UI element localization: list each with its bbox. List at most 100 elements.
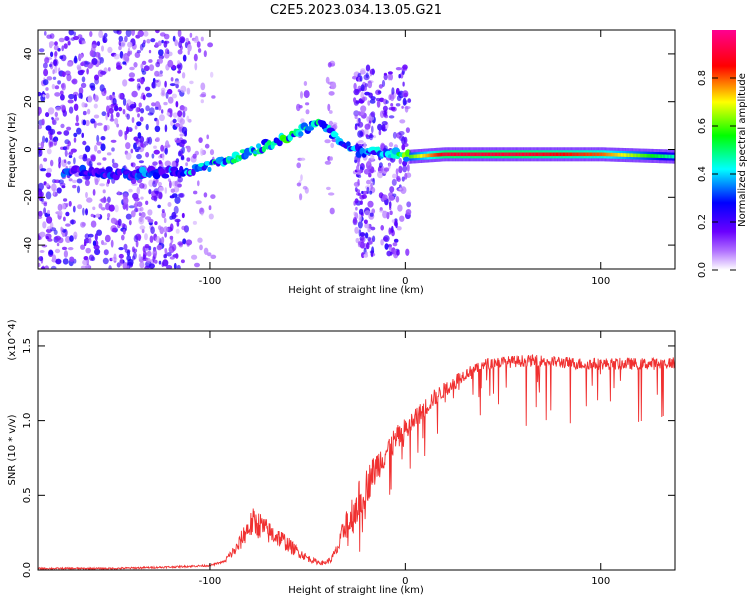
- spectrogram-band-core: [642, 153, 645, 158]
- spectrogram-noise-blob: [82, 207, 85, 216]
- spectrogram-noise-blob: [47, 209, 50, 215]
- spectrogram-noise-blob: [116, 262, 121, 268]
- spectrogram-noise-blob: [181, 212, 185, 219]
- spectrogram-band-core: [410, 154, 413, 159]
- spectrogram-noise-blob: [45, 125, 52, 131]
- spectrogram-band-core: [526, 152, 529, 157]
- spectrogram-noise-blob: [353, 110, 360, 117]
- spectrogram-noise-blob: [388, 195, 395, 201]
- spectrogram-noise-blob: [359, 194, 365, 200]
- spectrogram-noise-blob: [90, 118, 96, 124]
- spectrogram-noise-blob: [174, 39, 178, 47]
- spectrogram-band-core: [562, 152, 565, 157]
- spectrogram-band-core: [476, 152, 479, 157]
- spectrogram-noise-blob: [372, 177, 376, 186]
- spectrogram-band-core: [615, 153, 618, 157]
- spectrogram-noise-blob: [123, 243, 128, 251]
- spectrogram-noise-blob: [370, 250, 374, 258]
- spectrogram-noise-blob: [46, 216, 53, 224]
- spectrogram-band-core: [497, 152, 500, 157]
- spectrogram-noise-blob: [108, 204, 115, 212]
- spectrogram-noise-blob: [122, 61, 127, 65]
- spectrogram-noise-blob: [45, 112, 50, 118]
- spectrogram-noise-blob: [388, 163, 391, 169]
- spectrogram-noise-blob: [83, 241, 87, 247]
- spectrogram-noise-blob: [326, 186, 331, 191]
- spectrogram-noise-blob: [382, 210, 388, 219]
- spectrogram-noise-blob: [131, 90, 138, 98]
- spectrogram-band-core: [452, 152, 455, 157]
- spectrogram-noise-blob: [113, 53, 120, 60]
- spectrogram-noise-blob: [125, 142, 131, 150]
- spectrogram-noise-blob: [179, 118, 185, 125]
- snr-plot-area: [38, 331, 675, 570]
- spectrogram-band-core: [607, 152, 610, 157]
- spectrogram-noise-blob: [51, 83, 56, 90]
- spectrogram-noise-blob: [183, 131, 187, 137]
- spectrogram-noise-blob: [380, 239, 384, 246]
- spectrogram-noise-blob: [48, 41, 55, 47]
- spectrogram-band-core: [432, 153, 435, 157]
- spectrogram-noise-blob: [148, 179, 154, 187]
- spectrogram-noise-blob: [73, 35, 80, 41]
- spectrogram-noise-blob: [176, 264, 181, 269]
- spectrogram-noise-blob: [118, 106, 123, 112]
- spectrogram-noise-blob: [40, 168, 47, 172]
- spectrogram-noise-blob: [370, 111, 376, 118]
- spectrogram-noise-blob: [92, 189, 96, 196]
- spectrogram-band-core: [581, 152, 584, 157]
- spectrogram-band-core: [505, 152, 508, 157]
- spectrogram-noise-blob: [365, 64, 371, 72]
- spectrogram-noise-blob: [197, 237, 203, 243]
- spectrogram-noise-blob: [65, 203, 69, 208]
- spectrogram-band-core: [560, 152, 563, 157]
- spectrogram-noise-blob: [94, 144, 98, 152]
- spectrogram-noise-blob: [353, 97, 357, 103]
- spectrogram-band-core: [599, 152, 602, 157]
- spectrogram-noise-blob: [136, 146, 141, 150]
- spectrogram-noise-blob: [38, 215, 43, 219]
- spectrogram-noise-blob: [175, 83, 179, 89]
- spectrogram-noise-blob: [353, 181, 360, 187]
- spectrogram-noise-blob: [49, 61, 54, 70]
- spectrogram-noise-blob: [148, 189, 152, 195]
- spectrogram-noise-blob: [63, 130, 70, 136]
- spectrogram-noise-blob: [367, 200, 374, 208]
- spectrogram-noise-blob: [99, 183, 105, 187]
- spectrogram-noise-blob: [177, 241, 184, 246]
- x-tick-label: -100: [199, 576, 222, 587]
- spectrogram-noise-blob: [56, 242, 60, 247]
- spectrogram-band-core: [557, 152, 560, 157]
- x-tick-label: 100: [591, 276, 610, 287]
- spectrogram-noise-blob: [137, 132, 142, 139]
- spectrogram-y-ticks: -40 -20 0 20 40: [23, 48, 675, 253]
- spectrogram-noise-blob: [204, 143, 210, 149]
- spectrogram-noise-blob: [67, 40, 71, 46]
- spectrogram-noise-blob: [98, 203, 103, 209]
- spectrogram-noise-blob: [131, 117, 135, 123]
- spectrogram-noise-blob: [357, 161, 360, 167]
- snr-frame: [37, 330, 676, 571]
- spectrogram-band-core: [628, 153, 631, 157]
- spectrogram-noise-blob: [85, 61, 90, 65]
- spectrogram-noise-blob: [393, 238, 399, 243]
- spectrogram-noise-blob: [73, 31, 76, 37]
- spectrogram-noise-blob: [57, 203, 63, 211]
- spectrogram-noise-blob: [122, 53, 129, 62]
- spectrogram-noise-blob: [387, 71, 393, 75]
- spectrogram-band-core: [639, 153, 642, 158]
- spectrogram-noise-blob: [401, 176, 405, 182]
- spectrogram-ridge-blob: [152, 171, 161, 180]
- spectrogram-noise-blob: [140, 108, 145, 114]
- spectrogram-noise-blob: [324, 139, 331, 144]
- spectrogram-noise-blob: [391, 178, 397, 186]
- spectrogram-noise-blob: [141, 70, 147, 75]
- spectrogram-noise-blob: [158, 114, 165, 122]
- y-tick-label: 40: [23, 48, 34, 61]
- spectrogram-noise-blob: [51, 116, 54, 120]
- spectrogram-noise-blob: [44, 57, 50, 64]
- spectrogram-band-core: [426, 153, 429, 158]
- spectrogram-noise-blob: [100, 197, 107, 204]
- colorbar-tick-label: 0.8: [697, 70, 708, 86]
- spectrogram-noise-blob: [155, 178, 158, 185]
